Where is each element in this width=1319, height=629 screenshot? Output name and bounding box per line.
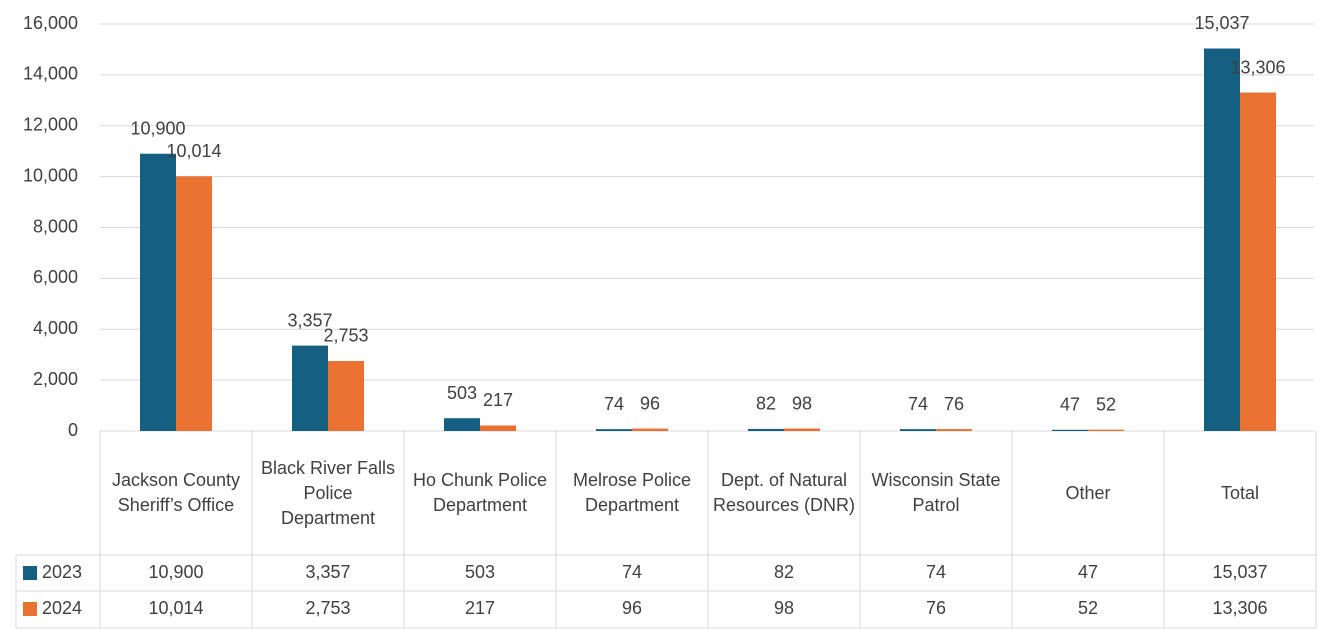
table-cell: 13,306 <box>1212 598 1267 618</box>
bar <box>596 429 632 431</box>
table-cell: 217 <box>465 598 495 618</box>
data-label: 15,037 <box>1194 13 1249 33</box>
y-tick-label: 0 <box>68 420 78 440</box>
table-cell: 3,357 <box>305 562 350 582</box>
y-tick-label: 16,000 <box>23 13 78 33</box>
table-cell: 2,753 <box>305 598 350 618</box>
y-tick-label: 14,000 <box>23 64 78 84</box>
x-tick-label: Jackson County Sheriff’s Office <box>111 470 241 515</box>
legend-swatch <box>23 566 37 580</box>
bar <box>140 153 176 431</box>
x-tick-label: Wisconsin State Patrol <box>871 470 1001 515</box>
data-label: 98 <box>792 393 812 413</box>
x-tick-label: Black River Falls Police Department <box>260 457 396 528</box>
bar <box>632 428 668 431</box>
bar <box>176 176 212 431</box>
legend-label: 2023 <box>42 562 82 582</box>
data-label: 10,014 <box>166 141 221 161</box>
table-cell: 47 <box>1078 562 1098 582</box>
bar <box>480 425 516 431</box>
data-label: 3,357 <box>287 310 332 330</box>
table-cell: 10,014 <box>148 598 203 618</box>
table-cell: 98 <box>774 598 794 618</box>
y-tick-label: 12,000 <box>23 115 78 135</box>
x-tick-label: Dept. of Natural Resources (DNR) <box>712 470 856 515</box>
data-label: 96 <box>640 393 660 413</box>
x-tick-label: Other <box>1065 482 1111 503</box>
data-label: 503 <box>447 383 477 403</box>
table-cell: 74 <box>926 562 946 582</box>
y-tick-label: 6,000 <box>33 267 78 287</box>
legend-label: 2024 <box>42 598 82 618</box>
bar <box>1088 429 1124 431</box>
data-label: 10,900 <box>130 118 185 138</box>
data-label: 76 <box>944 394 964 414</box>
bar <box>900 429 936 431</box>
bar <box>936 429 972 431</box>
table-cell: 503 <box>465 562 495 582</box>
data-label: 47 <box>1060 395 1080 415</box>
bar <box>444 418 480 431</box>
bar <box>1052 429 1088 431</box>
data-label: 13,306 <box>1230 57 1285 77</box>
bar <box>292 345 328 431</box>
bar <box>1240 92 1276 431</box>
data-label: 2,753 <box>323 326 368 346</box>
x-tick-label: Ho Chunk Police Department <box>412 470 548 515</box>
y-tick-label: 10,000 <box>23 165 78 185</box>
data-label: 217 <box>483 390 513 410</box>
bar <box>784 428 820 431</box>
x-tick-label: Total <box>1220 482 1260 503</box>
data-label: 82 <box>756 394 776 414</box>
table-cell: 52 <box>1078 598 1098 618</box>
table-cell: 10,900 <box>148 562 203 582</box>
bar <box>748 428 784 431</box>
data-label: 74 <box>604 394 624 414</box>
y-tick-label: 2,000 <box>33 369 78 389</box>
table-cell: 15,037 <box>1212 562 1267 582</box>
table-cell: 82 <box>774 562 794 582</box>
table-cell: 76 <box>926 598 946 618</box>
table-cell: 74 <box>622 562 642 582</box>
table-cell: 96 <box>622 598 642 618</box>
data-label: 74 <box>908 394 928 414</box>
x-tick-label: Melrose Police Department <box>572 470 692 515</box>
bar <box>1204 48 1240 432</box>
legend-swatch <box>23 602 37 616</box>
bar <box>328 360 364 431</box>
data-label: 52 <box>1096 394 1116 414</box>
y-tick-label: 8,000 <box>33 216 78 236</box>
y-tick-label: 4,000 <box>33 318 78 338</box>
